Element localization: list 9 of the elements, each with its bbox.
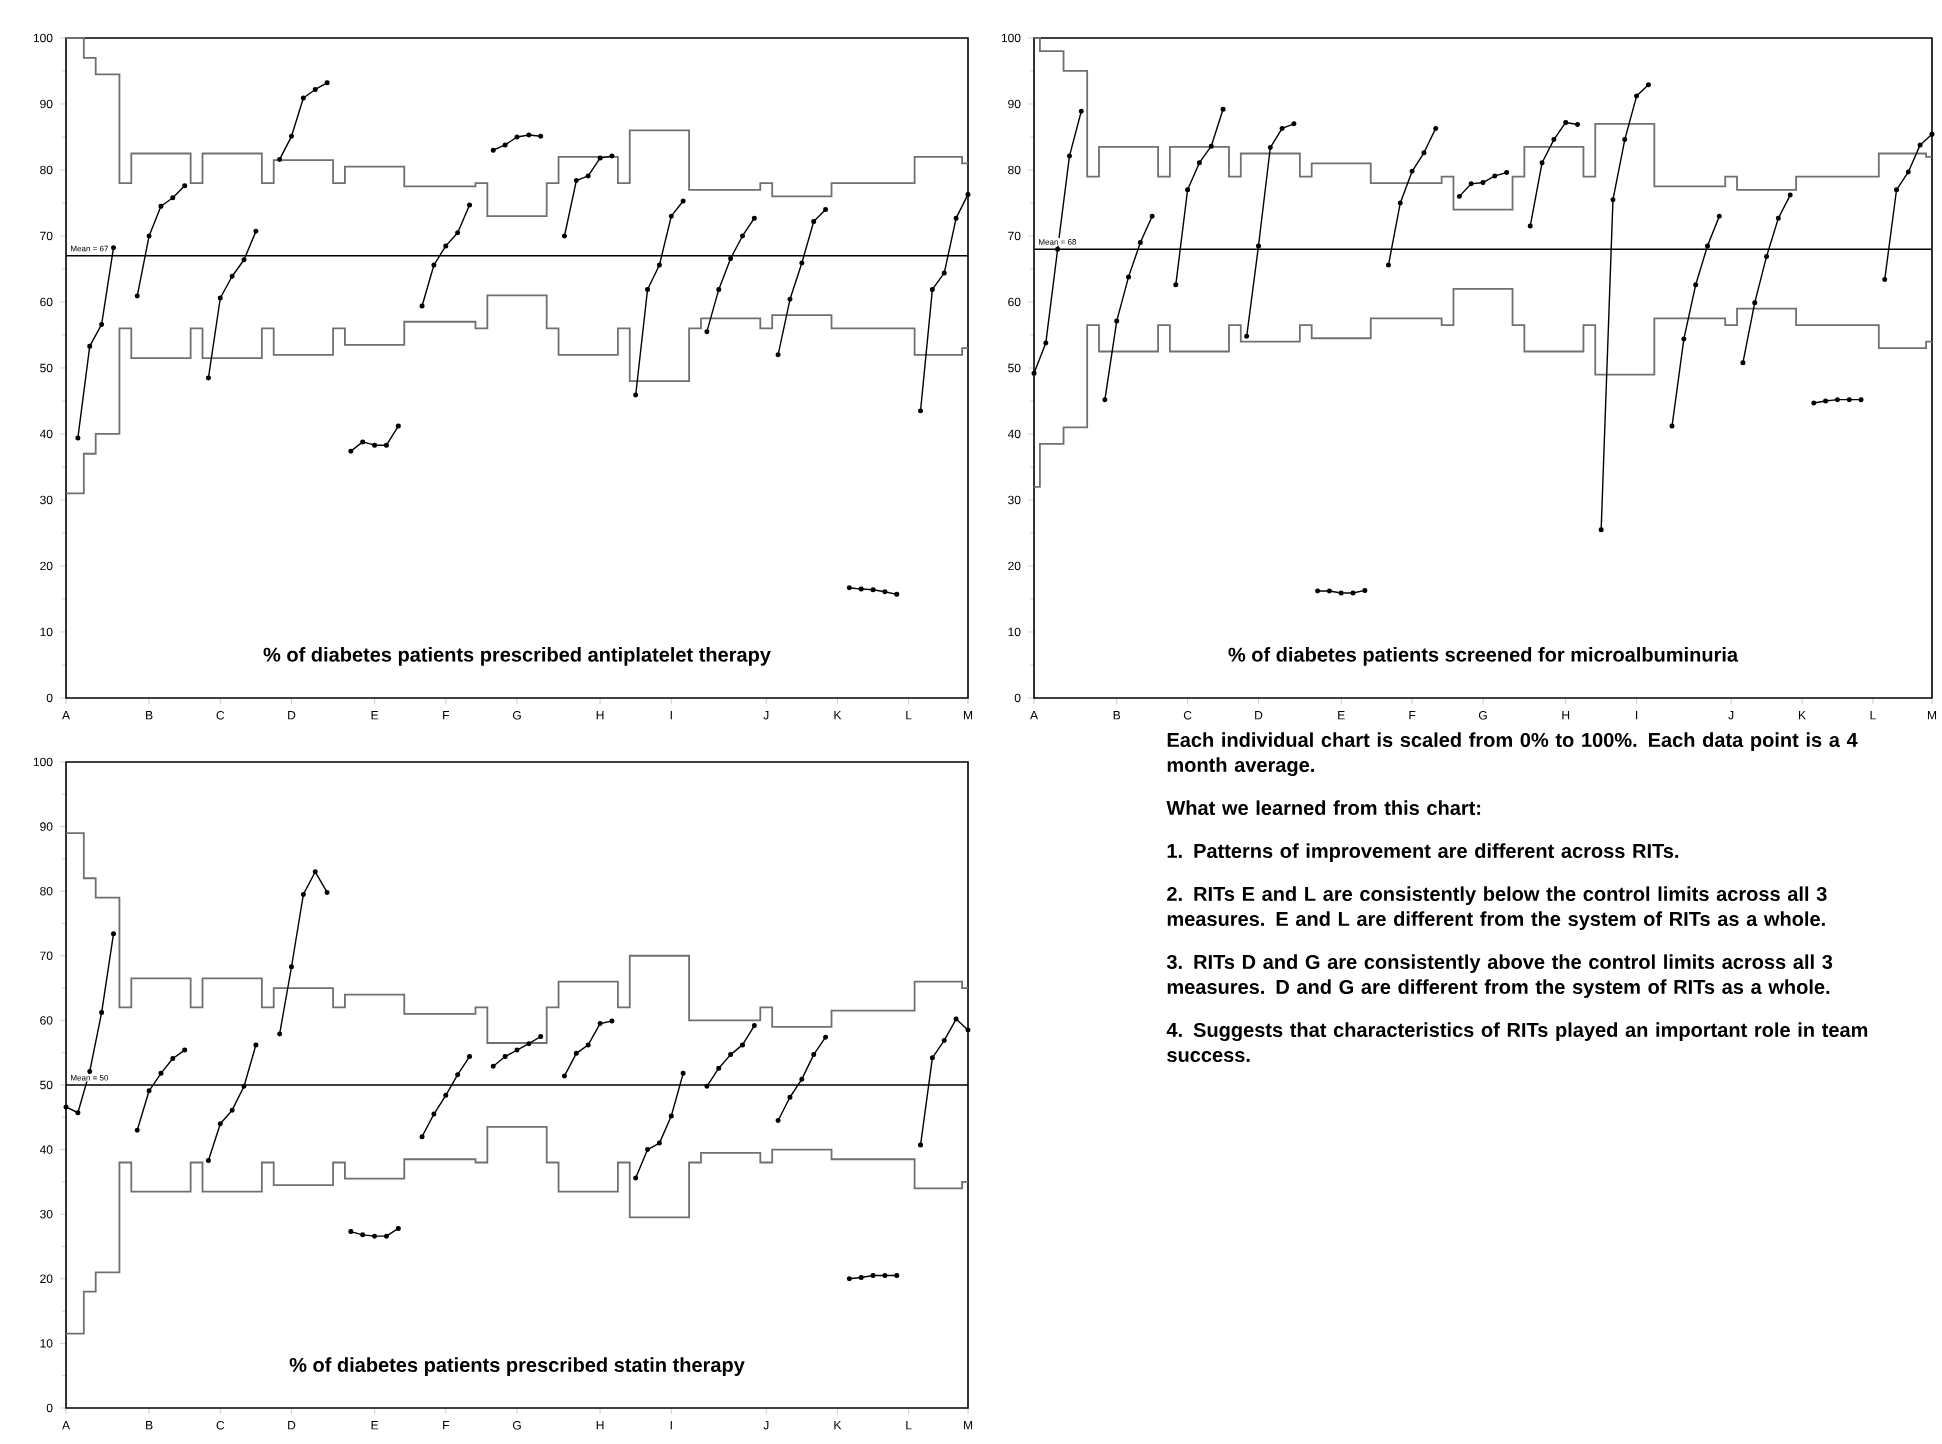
text: What we learned from this chart: — [1166, 800, 1481, 816]
text: 3. RITs D and G are consistently above the control limits across all 3 measures. D and G are different from the system of RITs as a whole. — [1166, 954, 1833, 998]
text: Each individual chart is scaled from 0% to 100%. Each data point is a 4 month average. — [1167, 732, 1858, 777]
text: 4. Suggests that characteristics of RITs played an important role in team success. — [1166, 1022, 1868, 1063]
text: % of diabetes patients prescribed statin therapy — [289, 1357, 745, 1376]
text: % of diabetes patients prescribed antiplatelet therapy — [263, 647, 771, 666]
text: 1. Patterns of improvement are different across RITs. — [1167, 843, 1679, 862]
text: 2. RITs E and L are consistently below the control limits across all 3 measures. E and L are different from the system of RITs as a whole. — [1167, 886, 1827, 930]
text: % of diabetes patients screened for microalbuminuria — [1228, 647, 1739, 666]
